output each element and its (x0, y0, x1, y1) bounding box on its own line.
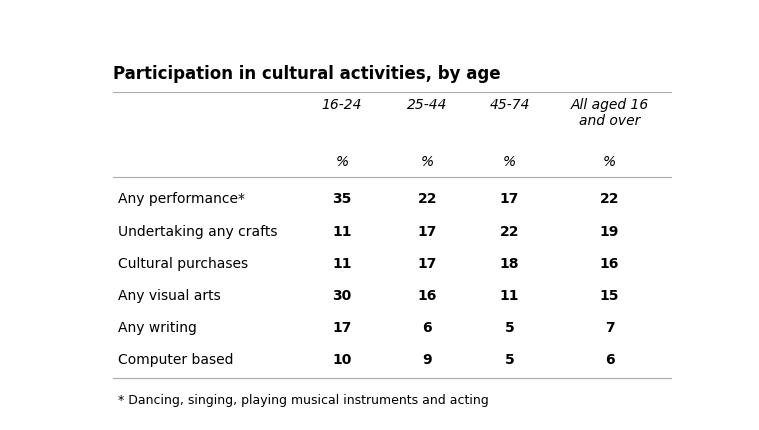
Text: 16: 16 (417, 288, 437, 302)
Text: 7: 7 (605, 320, 614, 335)
Text: 15: 15 (600, 288, 619, 302)
Text: 10: 10 (332, 353, 351, 366)
Text: All aged 16
and over: All aged 16 and over (571, 98, 649, 128)
Text: Computer based: Computer based (118, 353, 234, 366)
Text: 11: 11 (332, 256, 351, 270)
Text: %: % (420, 154, 434, 168)
Text: 19: 19 (600, 224, 619, 238)
Text: %: % (335, 154, 348, 168)
Text: 45-74: 45-74 (490, 98, 530, 112)
Text: 16: 16 (600, 256, 619, 270)
Text: 17: 17 (417, 224, 437, 238)
Text: 6: 6 (423, 320, 432, 335)
Text: Any writing: Any writing (118, 320, 197, 335)
Text: 17: 17 (500, 192, 519, 206)
Text: 5: 5 (505, 320, 515, 335)
Text: 22: 22 (417, 192, 437, 206)
Text: 18: 18 (500, 256, 519, 270)
Text: 35: 35 (332, 192, 351, 206)
Text: Any performance*: Any performance* (118, 192, 245, 206)
Text: %: % (503, 154, 516, 168)
Text: Undertaking any crafts: Undertaking any crafts (118, 224, 278, 238)
Text: 5: 5 (505, 353, 515, 366)
Text: 11: 11 (500, 288, 519, 302)
Text: 6: 6 (605, 353, 614, 366)
Text: 30: 30 (332, 288, 351, 302)
Text: 16-24: 16-24 (322, 98, 362, 112)
Text: * Dancing, singing, playing musical instruments and acting: * Dancing, singing, playing musical inst… (118, 393, 489, 406)
Text: 22: 22 (500, 224, 519, 238)
Text: 17: 17 (332, 320, 351, 335)
Text: 22: 22 (600, 192, 619, 206)
Text: 17: 17 (417, 256, 437, 270)
Text: 9: 9 (423, 353, 432, 366)
Text: %: % (603, 154, 616, 168)
Text: 11: 11 (332, 224, 351, 238)
Text: 25-44: 25-44 (407, 98, 448, 112)
Text: Participation in cultural activities, by age: Participation in cultural activities, by… (112, 65, 500, 83)
Text: Any visual arts: Any visual arts (118, 288, 221, 302)
Text: Cultural purchases: Cultural purchases (118, 256, 248, 270)
